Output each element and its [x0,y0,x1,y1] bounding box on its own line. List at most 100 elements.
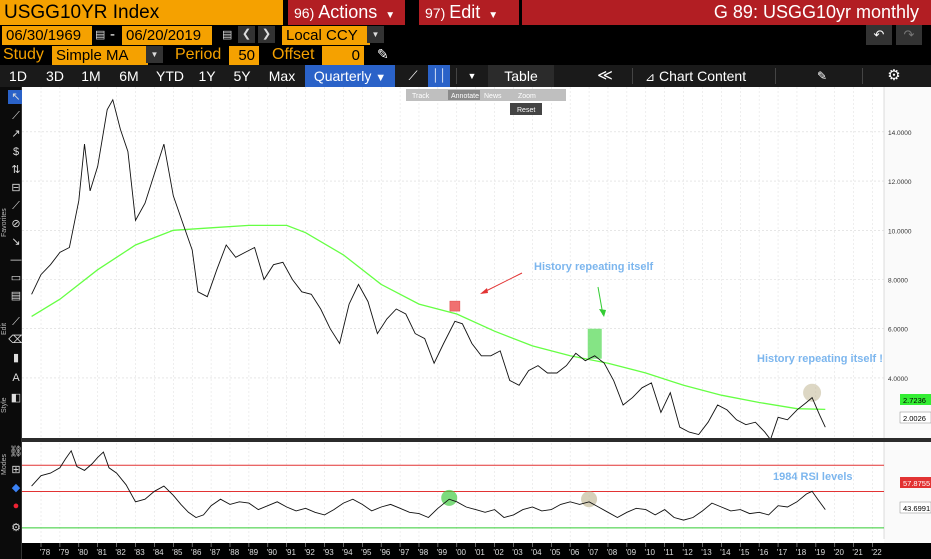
ray-tool-icon[interactable]: ↘ [11,236,21,248]
x-tick-label: '12 [682,548,693,557]
x-axis-ticks: '78 '79 '80 '81 '82 '83 '84 '85 '86 '87 '88 '89 '90 '… [40,543,882,557]
ma-last-value: 2.7236 [903,396,926,405]
y-tick-label: 4.0000 [888,376,908,383]
range-button-1y[interactable]: 1Y [198,68,216,84]
panel-divider[interactable] [22,438,931,442]
x-tick-label: '11 [664,548,674,557]
range-button-ytd[interactable]: YTD [156,68,184,84]
caret-down-icon: ▼ [385,10,396,21]
actions-menu[interactable]: 96) Actions ▼ [288,0,405,25]
calendar-icon[interactable]: ▤ [95,29,106,41]
annotate-button[interactable]: Annotate [451,93,479,100]
link-icon[interactable]: ⛓ [9,446,23,458]
currency-dropdown-button[interactable]: ▼ [367,26,384,43]
zoom-button[interactable]: Zoom [518,93,536,100]
range-button-3d[interactable]: 3D [46,68,64,84]
toolbar-divider [456,68,457,84]
y-tick-label: 6.0000 [888,327,908,334]
gap-tool-icon[interactable]: ⇅ [11,164,21,176]
range-button-5y[interactable]: 5Y [233,68,251,84]
frequency-label: Quarterly [313,68,372,84]
trend-tool-icon[interactable]: ⟋ [12,200,20,212]
brush-icon[interactable]: ⟋ [12,316,20,328]
study-select[interactable]: Simple MA [52,46,148,65]
x-tick-label: '15 [739,548,750,557]
chart-content-label: Chart Content [658,68,747,84]
dropbox-icon[interactable]: ◆ [11,482,21,494]
line-chart-icon[interactable]: ⟋ [408,68,418,83]
actions-menu-num: 96) [294,5,315,21]
ticker-field[interactable]: USGG10YR Index [0,0,283,25]
range-button-1m[interactable]: 1M [81,68,101,84]
chart-content-icon: ⊿ [645,70,656,84]
range-button-1d[interactable]: 1D [9,68,27,84]
marker-icon[interactable]: ▮ [12,352,20,364]
chart-content-button[interactable]: ⊿ Chart Content [645,65,765,87]
x-tick-label: '86 [191,548,202,557]
gear-icon[interactable]: ⚙ [887,67,901,84]
fib-tool-icon[interactable]: ⊟ [11,182,21,194]
y-tick-label: 14.0000 [888,130,912,137]
x-tick-label: '03 [512,548,523,557]
chart-canvas[interactable]: Track Annotate News Zoom Reset History r… [22,87,931,559]
x-tick-label: '84 [153,548,164,557]
chart-title: G 89: USGG10yr monthly [522,0,931,25]
currency-select[interactable]: Local CCY [282,26,370,45]
text-tool-icon[interactable]: A [12,372,20,384]
chart-type-dropdown[interactable]: ▼ [467,71,477,81]
table-button[interactable]: Table [488,65,554,87]
arrow-tool-icon[interactable]: ↗ [11,128,21,140]
undo-button[interactable]: ↶ [866,25,892,45]
grid-tool-icon[interactable]: ▤ [10,290,22,302]
bar-chart-icon[interactable]: ⏐⏐ [428,65,450,87]
frequency-select[interactable]: Quarterly ▼ [305,65,395,87]
y-tick-label: 10.0000 [888,228,912,235]
channel-tool-icon[interactable]: ⊘ [11,218,21,230]
x-axis-band [22,543,931,559]
price-tool-icon[interactable]: $ [12,146,20,158]
edit-menu[interactable]: 97) Edit ▼ [419,0,519,25]
x-tick-label: '98 [418,548,429,557]
hline-tool-icon[interactable]: ― [10,254,22,266]
news-button[interactable]: News [484,93,502,100]
reset-button-bg [510,103,542,115]
range-button-max[interactable]: Max [268,68,296,84]
end-date-field[interactable]: 06/20/2019 [122,26,212,45]
annotation-history-2: History repeating itself ! [757,353,883,365]
x-tick-label: '17 [777,548,788,557]
calendar-icon[interactable]: ▤ [222,29,233,41]
next-period-button[interactable]: ❯ [258,26,275,43]
edit-menu-label: Edit [449,2,481,22]
ma-last-tag [900,394,931,405]
x-tick-label: '95 [361,548,372,557]
x-tick-label: '22 [871,548,882,557]
prev-period-button[interactable]: ❮ [238,26,255,43]
study-dropdown-button[interactable]: ▼ [146,46,163,63]
reset-button[interactable]: Reset [517,107,535,114]
redo-button[interactable]: ↷ [896,25,922,45]
pointer-icon[interactable]: ↖ [8,90,24,104]
settings-gear-icon[interactable]: ⚙ [11,522,21,534]
date-range-bar: 06/30/1969 ▤ - 06/20/2019 ▤ ❮ ❯ Local CC… [0,25,931,45]
track-button[interactable]: Track [412,93,430,100]
x-tick-label: '99 [437,548,448,557]
palette-icon[interactable]: ● [12,500,20,512]
moving-average-line [31,224,826,411]
offset-input[interactable]: 0 [322,46,364,65]
annotate-button-bg [448,90,480,100]
arrowhead-icon [599,309,606,317]
start-date-field[interactable]: 06/30/1969 [2,26,92,45]
x-tick-label: '96 [380,548,391,557]
collapse-icon[interactable]: ≪ [597,67,613,84]
layers-icon[interactable]: ⊞ [11,464,21,476]
pencil-icon[interactable]: ✎ [377,46,389,62]
rect-tool-icon[interactable]: ▭ [10,272,22,284]
style-color-icon[interactable]: ◧ [10,392,22,404]
edit-chart-icon[interactable]: ✎ [816,69,828,83]
range-button-6m[interactable]: 6M [119,68,139,84]
period-input[interactable]: 50 [229,46,259,65]
left-toolbar: ↖ ⟋ ↗ $ ⇅ ⊟ ⟋ ⊘ ↘ ― ▭ ▤ ⟋ ⌫ ▮ A ◧ ⛓ ⊞ ◆ … [0,87,24,559]
draw-line-icon[interactable]: ⟋ [12,110,20,122]
eraser-icon[interactable]: ⌫ [8,334,24,346]
